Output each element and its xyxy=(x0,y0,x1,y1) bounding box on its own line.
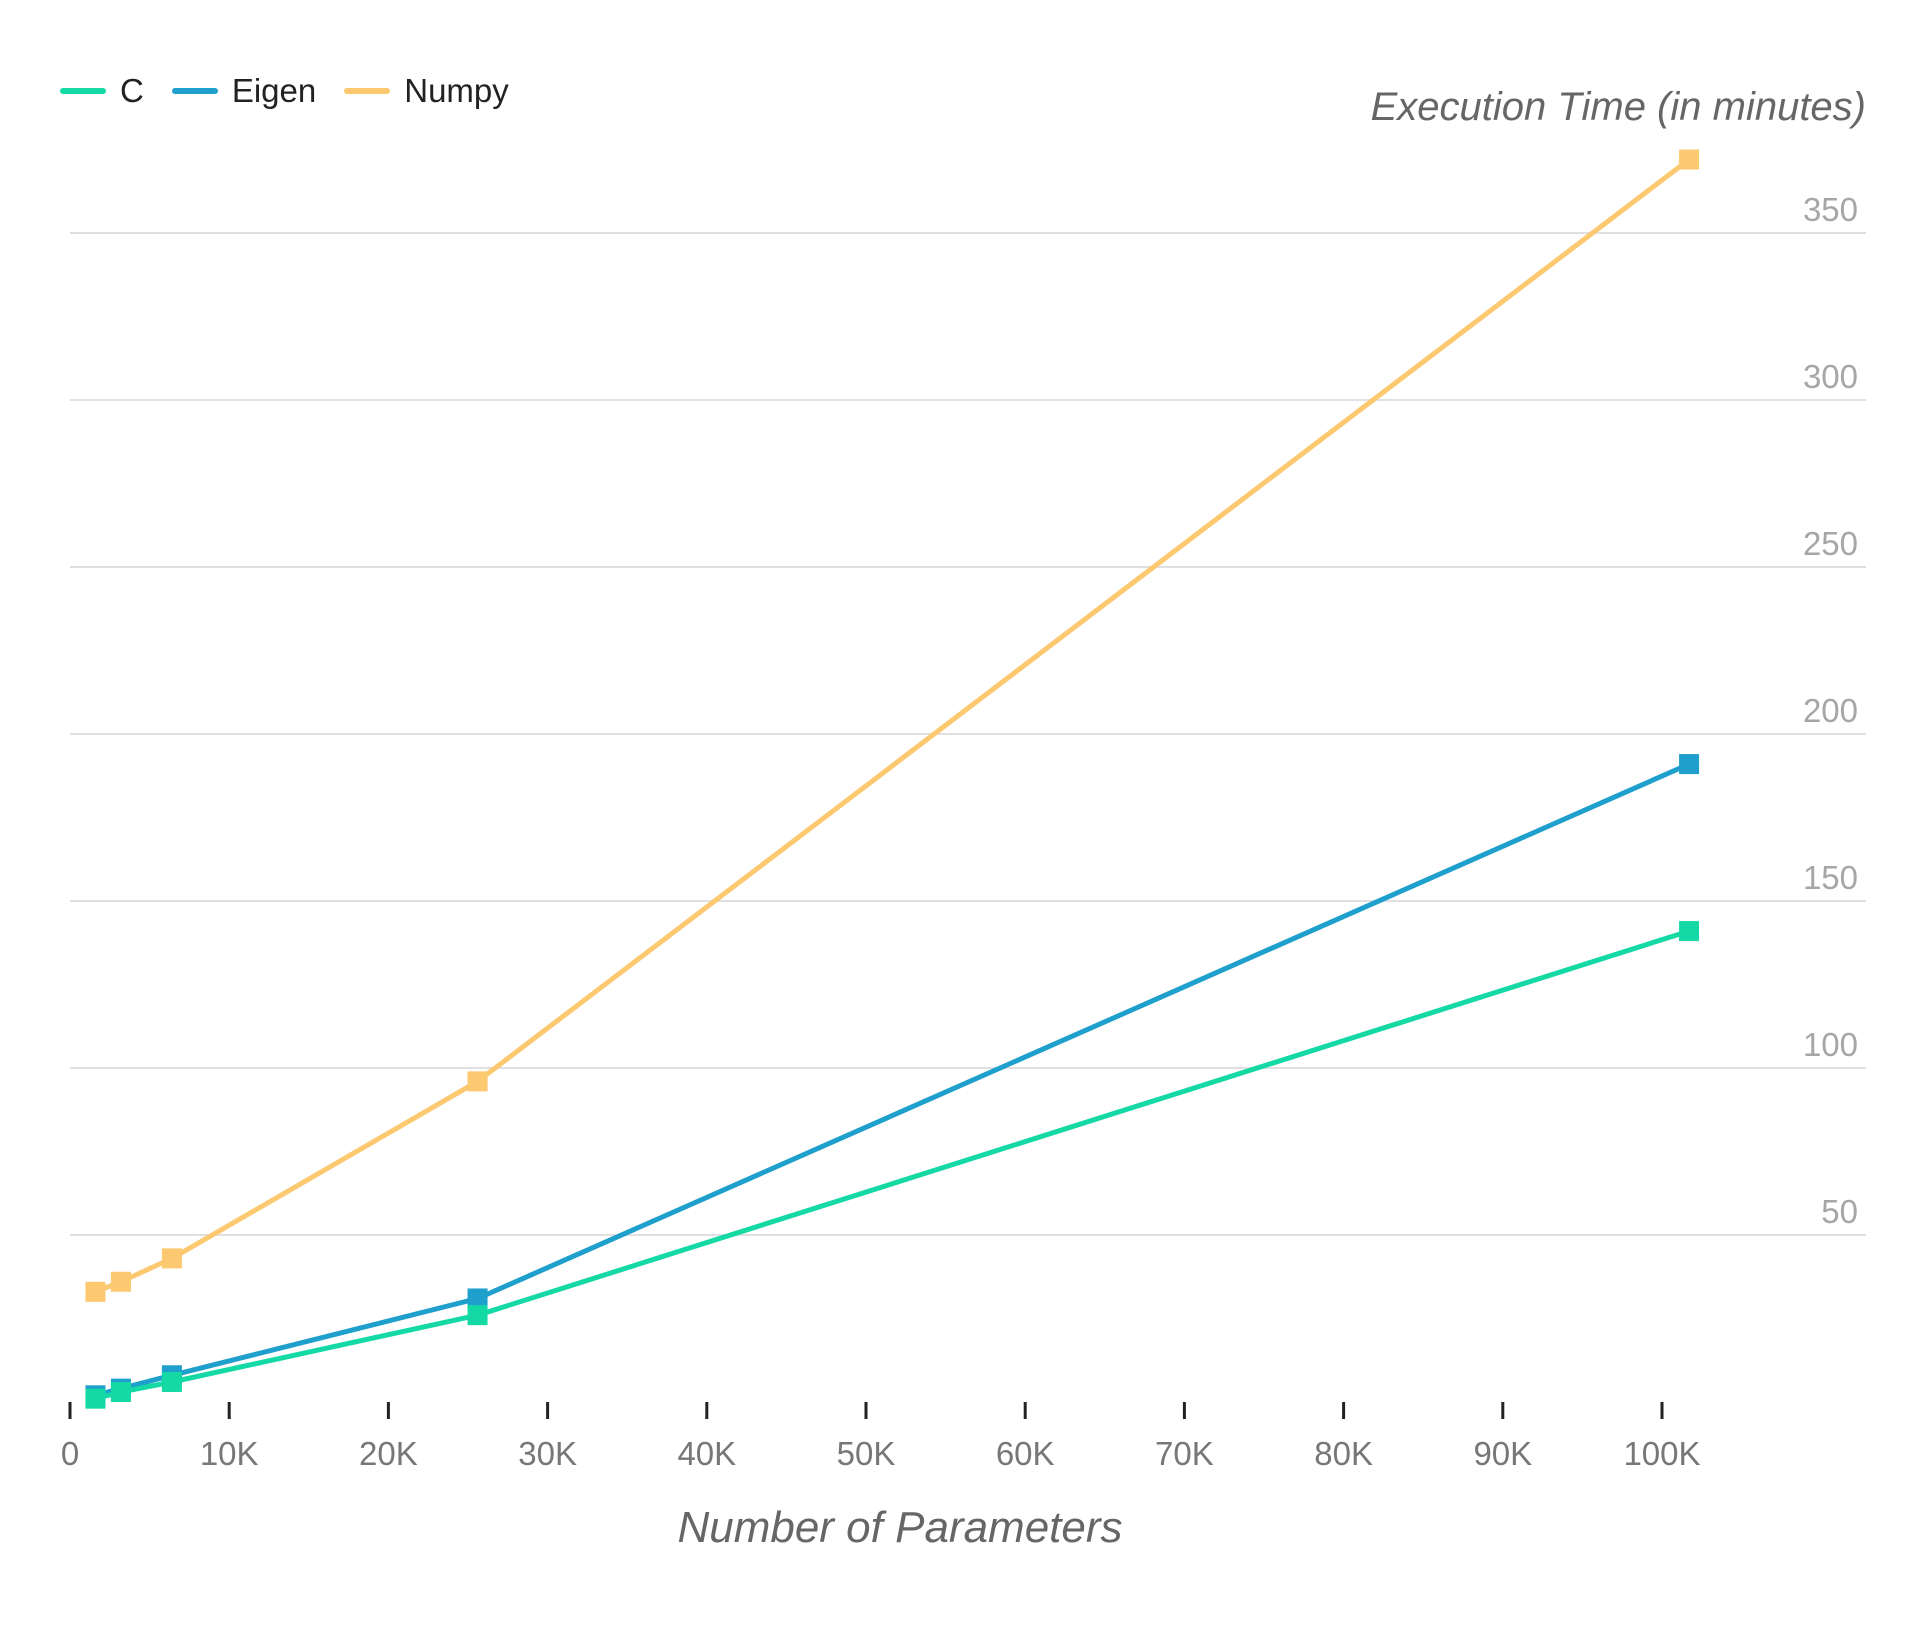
data-point-eigen[interactable] xyxy=(467,1288,488,1309)
x-tick-label: 70K xyxy=(1155,1435,1214,1472)
y-tick-label: 250 xyxy=(1803,525,1858,562)
data-point-numpy[interactable] xyxy=(1679,149,1700,170)
x-axis-title: Number of Parameters xyxy=(677,1503,1122,1552)
y-tick-label: 350 xyxy=(1803,191,1858,228)
data-point-c[interactable] xyxy=(1679,921,1700,942)
legend-item-eigen[interactable]: Eigen xyxy=(171,72,317,110)
y-axis: 50 100 150 200 250 300 350 xyxy=(1803,191,1858,1230)
y-tick-label: 200 xyxy=(1803,692,1858,729)
gridlines xyxy=(70,232,1866,1236)
legend: C Eigen Numpy xyxy=(60,72,537,110)
legend-label-eigen: Eigen xyxy=(231,72,317,109)
series-line-eigen xyxy=(94,761,1691,1398)
data-point-c[interactable] xyxy=(161,1371,182,1392)
series-numpy xyxy=(85,149,1700,1302)
data-point-numpy[interactable] xyxy=(110,1271,131,1292)
series-c xyxy=(85,921,1700,1409)
data-point-c[interactable] xyxy=(110,1381,131,1402)
legend-item-numpy[interactable]: Numpy xyxy=(344,72,509,110)
legend-label-c: C xyxy=(120,72,144,109)
data-point-c[interactable] xyxy=(85,1388,106,1409)
data-point-numpy[interactable] xyxy=(161,1248,182,1269)
x-tick-label: 20K xyxy=(359,1435,418,1472)
legend-swatch-numpy xyxy=(344,88,391,94)
series-layer xyxy=(85,149,1700,1409)
y-tick-label: 50 xyxy=(1821,1193,1858,1230)
x-tick-label: 0 xyxy=(61,1435,79,1472)
legend-item-c[interactable]: C xyxy=(60,72,144,110)
data-point-numpy[interactable] xyxy=(85,1281,106,1302)
legend-swatch-eigen xyxy=(171,88,218,94)
x-tick-label: 50K xyxy=(837,1435,896,1472)
x-tick-label: 100K xyxy=(1623,1435,1700,1472)
legend-swatch-c xyxy=(60,88,106,94)
data-point-eigen[interactable] xyxy=(1679,754,1700,775)
data-point-c[interactable] xyxy=(467,1305,488,1326)
y-tick-label: 150 xyxy=(1803,859,1858,896)
y-tick-label: 100 xyxy=(1803,1026,1858,1063)
x-axis: 0 10K 20K 30K 40K 50K 60K 70K 80K 90K 100K xyxy=(61,1402,1701,1472)
x-tick-label: 80K xyxy=(1314,1435,1373,1472)
x-tick-label: 10K xyxy=(200,1435,259,1472)
x-tick-label: 60K xyxy=(996,1435,1055,1472)
x-tick-label: 30K xyxy=(518,1435,577,1472)
x-tick-label: 90K xyxy=(1473,1435,1532,1472)
y-axis-title: Execution Time (in minutes) xyxy=(1371,85,1866,129)
data-point-numpy[interactable] xyxy=(467,1071,488,1092)
series-line-numpy xyxy=(94,157,1691,1295)
series-eigen xyxy=(85,754,1700,1406)
legend-label-numpy: Numpy xyxy=(404,72,509,109)
x-tick-label: 40K xyxy=(677,1435,736,1472)
y-tick-label: 300 xyxy=(1803,358,1858,395)
